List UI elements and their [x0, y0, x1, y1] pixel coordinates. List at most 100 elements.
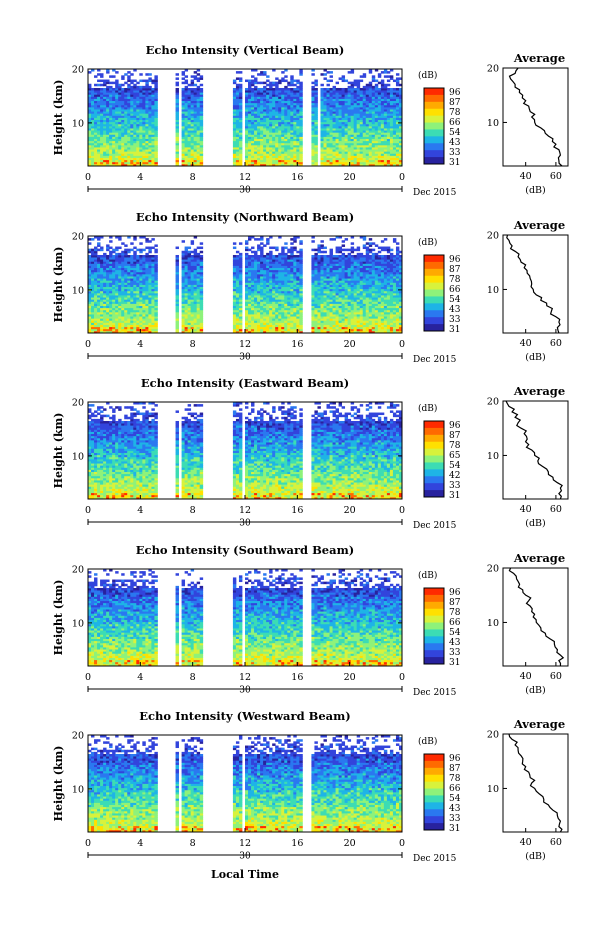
heatmap-cell [175, 269, 179, 273]
heatmap-cell [238, 104, 243, 108]
heatmap-cell [136, 149, 140, 152]
heatmap-cell [190, 115, 195, 118]
heatmap-cell [335, 151, 339, 154]
heatmap-cell [109, 261, 113, 264]
heatmap-cell [359, 134, 364, 137]
heatmap-cell [136, 326, 140, 330]
heatmap-cell [142, 320, 146, 323]
heatmap-cell [356, 155, 361, 158]
heatmap-cell [142, 261, 146, 264]
heatmap-cell [353, 109, 358, 112]
heatmap-cell [97, 278, 101, 281]
heatmap-cell [199, 100, 204, 104]
heatmap-cell [290, 123, 294, 127]
heatmap-cell [314, 159, 318, 163]
heatmap-cell [260, 280, 264, 283]
heatmap-cell [362, 130, 367, 133]
heatmap-cell [148, 157, 152, 161]
heatmap-cell [193, 282, 198, 285]
heatmap-cell [190, 119, 195, 123]
heatmap-cell [386, 125, 391, 129]
heatmap-cell [121, 136, 125, 139]
heatmap-cell [151, 149, 155, 152]
heatmap-cell [187, 278, 192, 281]
heatmap-cell [130, 269, 134, 273]
heatmap-cell [103, 311, 107, 315]
heatmap-cell [94, 269, 98, 273]
heatmap-cell [329, 119, 333, 123]
heatmap-cell [356, 87, 361, 91]
heatmap-cell [251, 113, 255, 116]
heatmap-cell [148, 273, 152, 277]
heatmap-cell [281, 134, 285, 137]
heatmap-cell [278, 125, 282, 129]
heatmap-cell [386, 149, 391, 152]
heatmap-cell [133, 326, 137, 330]
heatmap-cell [248, 282, 252, 285]
heatmap-cell [392, 121, 397, 125]
heatmap-cell [260, 248, 264, 252]
heatmap-cell [344, 134, 349, 137]
heatmap-cell [269, 140, 273, 144]
heatmap-cell [332, 149, 336, 152]
heatmap-cell [232, 309, 237, 313]
heatmap-cell [190, 299, 195, 302]
heatmap-cell [362, 132, 367, 135]
heatmap-cell [260, 299, 264, 302]
heatmap-cell [115, 284, 119, 288]
heatmap-cell [88, 259, 92, 262]
heatmap-cell [148, 90, 152, 93]
heatmap-cell [100, 121, 104, 125]
heatmap-cell [148, 284, 152, 288]
heatmap-cell [121, 149, 125, 152]
heatmap-cell [365, 100, 370, 104]
heatmap-cell [103, 130, 107, 133]
heatmap-cell [181, 159, 186, 163]
heatmap-cell [272, 132, 276, 135]
heatmap-cell [97, 106, 101, 110]
heatmap-cell [193, 267, 198, 271]
heatmap-cell [377, 109, 382, 112]
heatmap-cell [257, 113, 261, 116]
heatmap-cell [154, 142, 158, 146]
heatmap-cell [142, 290, 146, 294]
heatmap-cell [196, 301, 201, 304]
heatmap-cell [118, 83, 122, 87]
heatmap-cell [139, 113, 143, 116]
heatmap-cell [238, 92, 243, 95]
colorbar-tick-label: 33 [449, 148, 461, 158]
heatmap-cell [284, 90, 288, 93]
heatmap-cell [106, 246, 110, 250]
heatmap-cell [175, 267, 179, 271]
heatmap-cell [139, 94, 143, 97]
heatmap-cell [91, 157, 95, 161]
heatmap-cell [196, 328, 201, 332]
heatmap-cell [103, 106, 107, 110]
heatmap-cell [94, 106, 98, 110]
heatmap-cell [344, 125, 349, 129]
heatmap-cell [142, 305, 146, 309]
heatmap-cell [118, 153, 122, 156]
heatmap-cell [257, 324, 261, 328]
heatmap-cell [175, 276, 179, 279]
heatmap-cell [94, 155, 98, 158]
heatmap-cell [184, 90, 189, 93]
heatmap-cell [184, 288, 189, 292]
heatmap-cell [106, 71, 110, 74]
heatmap-cell [359, 163, 364, 167]
heatmap-cell [94, 147, 98, 150]
heatmap-cell [314, 81, 318, 85]
heatmap-cell [148, 263, 152, 266]
heatmap-cell [232, 130, 237, 133]
heatmap-cell [235, 263, 240, 266]
heatmap-cell [296, 147, 300, 150]
heatmap-cell [287, 121, 291, 125]
heatmap-cell [371, 149, 376, 152]
heatmap-cell [353, 117, 358, 121]
heatmap-cell [296, 159, 300, 163]
heatmap-cell [154, 117, 158, 121]
heatmap-cell [127, 273, 131, 277]
heatmap-cell [145, 288, 149, 292]
heatmap-cell [383, 155, 388, 158]
heatmap-cell [359, 157, 364, 161]
